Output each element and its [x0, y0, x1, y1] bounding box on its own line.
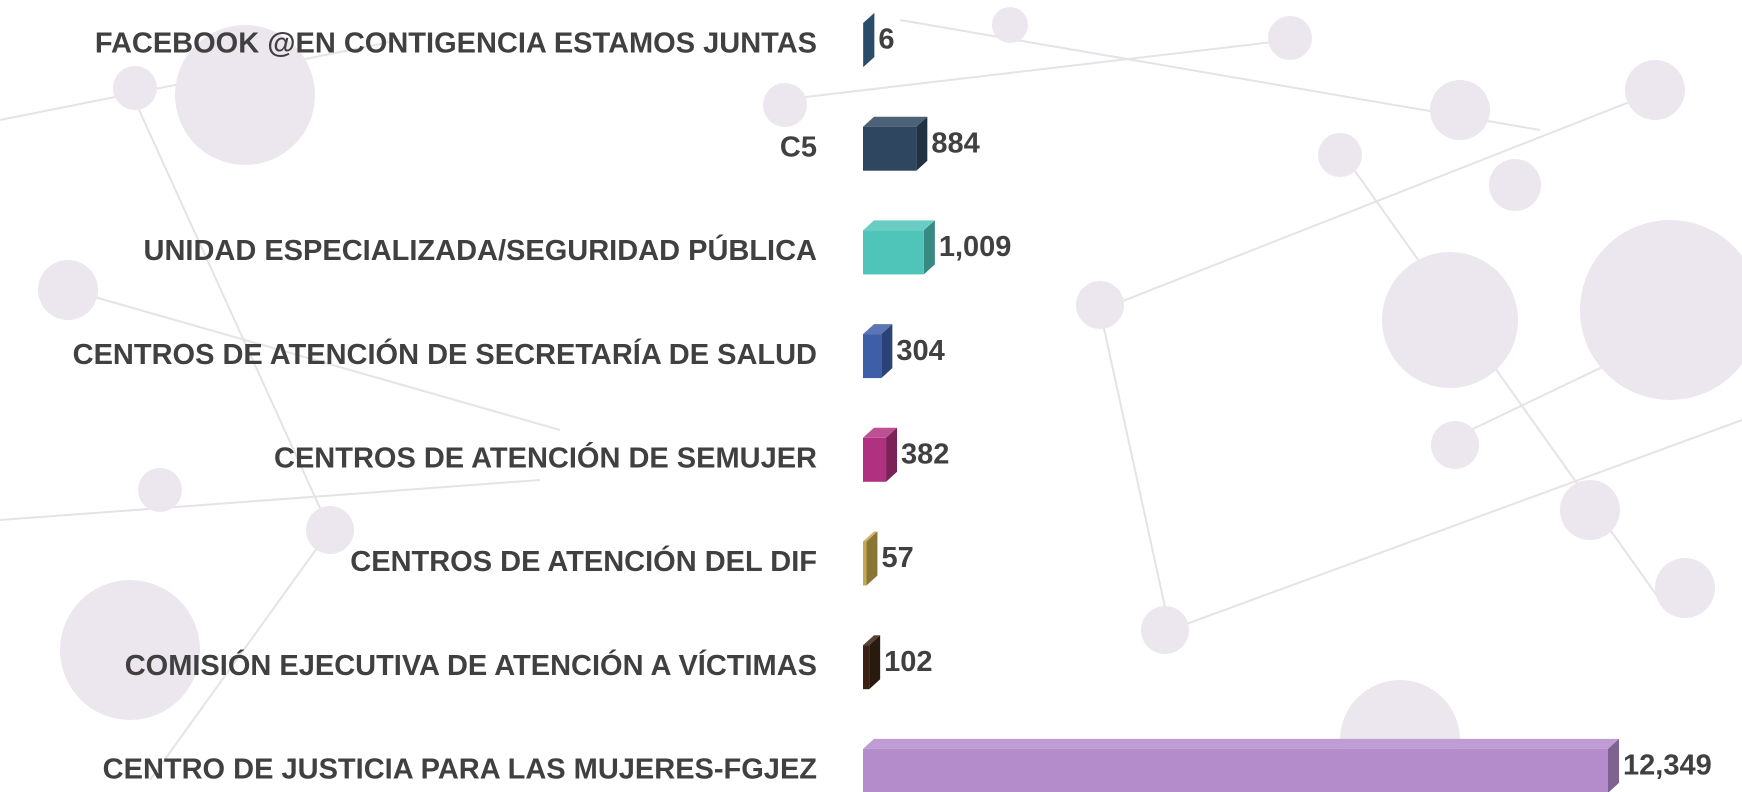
value-label: 1,009	[939, 231, 1012, 263]
bar	[863, 748, 1608, 792]
value-label: 6	[878, 24, 894, 56]
bar-top	[863, 427, 898, 438]
category-label: COMISIÓN EJECUTIVA DE ATENCIÓN A VÍCTIMA…	[125, 648, 817, 682]
bar-top	[863, 635, 881, 646]
bar-side	[923, 220, 935, 275]
value-label: 102	[884, 646, 932, 678]
bar	[863, 437, 887, 482]
value-label: 304	[896, 335, 944, 367]
value-label: 884	[931, 127, 979, 159]
bar	[863, 230, 924, 275]
bar-side	[866, 531, 878, 586]
value-label: 382	[901, 438, 949, 470]
category-label: FACEBOOK @EN CONTIGENCIA ESTAMOS JUNTAS	[95, 28, 817, 60]
bar-side	[881, 324, 893, 379]
bar-side	[869, 635, 881, 690]
bar	[863, 126, 917, 171]
value-label: 57	[881, 542, 913, 574]
category-label: CENTROS DE ATENCIÓN DE SEMUJER	[274, 440, 817, 474]
value-label: 12,349	[1623, 750, 1712, 782]
bar-top	[863, 220, 935, 231]
bar-top	[863, 13, 875, 23]
bar-side	[916, 116, 928, 171]
bar-side	[863, 13, 875, 67]
bar	[863, 541, 867, 586]
bar-top	[863, 116, 928, 127]
category-label: UNIDAD ESPECIALIZADA/SEGURIDAD PÚBLICA	[144, 233, 818, 267]
bar-side	[886, 427, 898, 482]
bar-top	[863, 324, 893, 335]
category-label: CENTROS DE ATENCIÓN DE SECRETARÍA DE SAL…	[73, 337, 817, 371]
category-label: C5	[780, 131, 817, 163]
category-label: CENTROS DE ATENCIÓN DEL DIF	[350, 544, 817, 578]
bar-top	[863, 531, 878, 542]
bar	[863, 645, 870, 690]
bar	[863, 334, 882, 379]
bar-top	[863, 738, 1619, 749]
category-label: CENTRO DE JUSTICIA PARA LAS MUJERES-FGJE…	[103, 754, 817, 786]
bar-side	[1608, 738, 1619, 792]
